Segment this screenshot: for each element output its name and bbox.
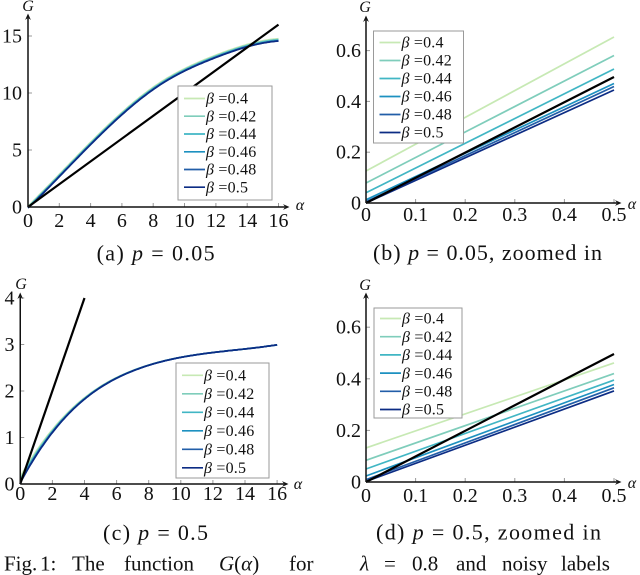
svg-text:0: 0	[351, 472, 361, 494]
svg-text:(a) p = 0.05: (a) p = 0.05	[97, 241, 215, 266]
svg-text:(b) p = 0.05, zoomed in: (b) p = 0.05, zoomed in	[373, 240, 602, 265]
svg-text:0.4: 0.4	[336, 91, 361, 113]
svg-text:0: 0	[12, 197, 22, 219]
svg-text:5: 5	[12, 140, 22, 162]
svg-text:0.2: 0.2	[336, 420, 361, 442]
svg-text:16: 16	[269, 210, 289, 232]
svg-text:0: 0	[361, 485, 371, 507]
svg-text:α: α	[294, 476, 303, 493]
svg-text:β =0.44: β =0.44	[203, 405, 254, 422]
svg-text:β =0.46: β =0.46	[205, 144, 256, 161]
svg-text:15: 15	[2, 26, 22, 48]
svg-text:0.6: 0.6	[336, 40, 361, 62]
svg-text:0.5: 0.5	[602, 204, 627, 226]
svg-text:0.3: 0.3	[502, 204, 527, 226]
svg-text:8: 8	[148, 210, 158, 232]
svg-text:(c) p = 0.5: (c) p = 0.5	[103, 520, 208, 545]
svg-text:14: 14	[235, 483, 255, 505]
svg-text:8: 8	[144, 483, 154, 505]
svg-text:4: 4	[80, 483, 90, 505]
svg-text:α: α	[628, 196, 637, 213]
svg-text:β =0.4: β =0.4	[205, 91, 248, 108]
svg-text:β =0.42: β =0.42	[203, 386, 254, 403]
svg-text:0.1: 0.1	[403, 204, 428, 226]
svg-text:0: 0	[361, 204, 371, 226]
svg-text:β =0.4: β =0.4	[203, 368, 246, 385]
svg-text:0.2: 0.2	[453, 204, 478, 226]
svg-text:14: 14	[237, 210, 257, 232]
svg-text:6: 6	[112, 483, 122, 505]
svg-text:G: G	[22, 0, 34, 15]
svg-text:β =0.46: β =0.46	[401, 365, 452, 382]
svg-text:β =0.48: β =0.48	[401, 107, 452, 124]
svg-text:β =0.5: β =0.5	[205, 179, 248, 196]
svg-text:β =0.42: β =0.42	[401, 329, 452, 346]
svg-text:β =0.4: β =0.4	[401, 311, 444, 328]
svg-text:16: 16	[267, 483, 287, 505]
svg-text:β =0.5: β =0.5	[401, 125, 444, 142]
svg-text:0.3: 0.3	[502, 485, 527, 507]
svg-text:1: 1	[5, 427, 15, 449]
svg-text:0.2: 0.2	[453, 485, 478, 507]
svg-text:0.1: 0.1	[403, 485, 428, 507]
svg-text:β =0.48: β =0.48	[401, 384, 452, 401]
svg-text:0: 0	[351, 193, 361, 215]
svg-text:0.4: 0.4	[552, 204, 577, 226]
svg-text:β =0.42: β =0.42	[401, 53, 452, 70]
svg-text:2: 2	[5, 381, 15, 403]
svg-text:10: 10	[171, 483, 191, 505]
svg-text:(d) p = 0.5, zoomed in: (d) p = 0.5, zoomed in	[376, 520, 601, 545]
svg-text:β =0.44: β =0.44	[205, 126, 256, 143]
svg-text:4: 4	[5, 288, 15, 310]
svg-text:3: 3	[5, 334, 15, 356]
svg-text:β =0.46: β =0.46	[401, 89, 452, 106]
svg-text:0: 0	[15, 483, 25, 505]
svg-text:β =0.5: β =0.5	[203, 460, 246, 477]
svg-text:β =0.44: β =0.44	[401, 71, 452, 88]
svg-text:β =0.48: β =0.48	[203, 442, 254, 459]
svg-text:12: 12	[206, 210, 226, 232]
svg-text:0.6: 0.6	[336, 317, 361, 339]
svg-text:2: 2	[54, 210, 64, 232]
svg-text:0.4: 0.4	[336, 368, 361, 390]
svg-text:G: G	[15, 276, 27, 293]
svg-text:G: G	[359, 0, 371, 16]
svg-text:10: 10	[175, 210, 195, 232]
svg-text:0.4: 0.4	[552, 485, 577, 507]
svg-text:β =0.5: β =0.5	[401, 402, 444, 419]
svg-text:α: α	[296, 197, 305, 214]
svg-text:6: 6	[117, 210, 127, 232]
svg-text:4: 4	[86, 210, 96, 232]
svg-text:β =0.4: β =0.4	[401, 35, 444, 52]
svg-text:α: α	[628, 475, 637, 492]
svg-text:2: 2	[47, 483, 57, 505]
svg-text:β =0.46: β =0.46	[203, 423, 254, 440]
svg-text:β =0.42: β =0.42	[205, 109, 256, 126]
svg-text:G: G	[359, 277, 371, 294]
svg-text:0.5: 0.5	[602, 485, 627, 507]
svg-text:0: 0	[5, 474, 15, 496]
svg-text:10: 10	[2, 83, 22, 105]
svg-text:β =0.48: β =0.48	[205, 162, 256, 179]
svg-text:β =0.44: β =0.44	[401, 347, 452, 364]
svg-text:0.2: 0.2	[336, 142, 361, 164]
svg-text:12: 12	[203, 483, 223, 505]
svg-text:0: 0	[23, 210, 33, 232]
